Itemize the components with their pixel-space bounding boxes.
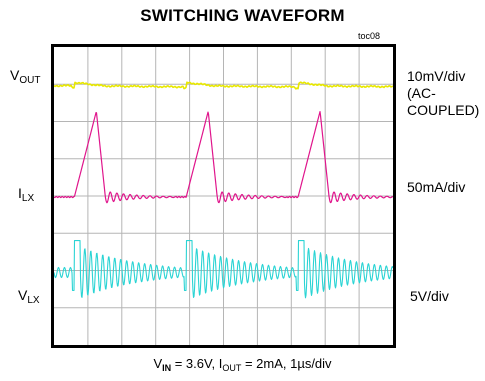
- vout-scale-line-2: (AC-: [407, 85, 436, 101]
- figure-id: toc08: [358, 31, 381, 41]
- vlx-scale-label: 5V/div: [410, 288, 449, 304]
- footer-conditions: VIN = 3.6V, IOUT = 2mA, 1µs/div: [153, 356, 332, 373]
- vout-scale-label: 10mV/div (AC- COUPLED): [407, 68, 479, 119]
- scope-traces: [54, 81, 393, 299]
- ilx-trace: [54, 111, 393, 204]
- ilx-scale-label: 50mA/div: [407, 179, 466, 195]
- scope-screen: [51, 44, 396, 348]
- vlx-label: VLX: [18, 287, 40, 306]
- vout-trace: [54, 81, 393, 90]
- ilx-label: ILX: [18, 185, 35, 204]
- vlx-trace: [54, 240, 393, 299]
- scope-plot: [54, 47, 393, 345]
- chart-title: SWITCHING WAVEFORM: [140, 6, 345, 25]
- vout-label: VOUT: [10, 67, 41, 86]
- vout-scale-line-1: 10mV/div: [407, 68, 466, 84]
- vout-scale-line-3: COUPLED): [407, 102, 480, 118]
